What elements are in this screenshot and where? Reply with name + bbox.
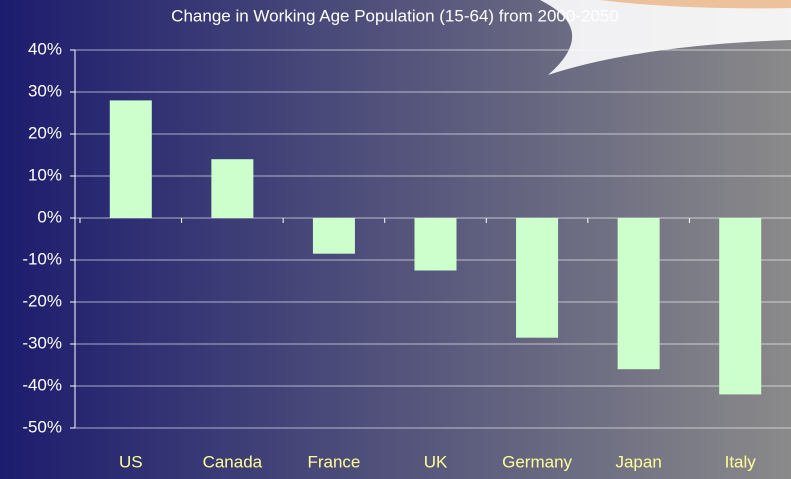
decoration	[540, 0, 791, 75]
y-tick-label: -10%	[22, 249, 62, 268]
decoration	[600, 0, 791, 9]
y-tick-label: -30%	[22, 333, 62, 352]
x-tick-label: US	[119, 452, 143, 471]
x-tick-label: Canada	[203, 452, 263, 471]
x-tick-label: Japan	[615, 452, 661, 471]
bar	[109, 100, 152, 218]
x-tick-label: Germany	[502, 452, 572, 471]
y-tick-label: -50%	[22, 417, 62, 436]
y-tick-label: 40%	[28, 39, 62, 58]
bar	[312, 218, 355, 254]
bar	[516, 218, 559, 338]
bar	[719, 218, 762, 395]
y-tick-label: -40%	[22, 375, 62, 394]
x-tick-label: France	[307, 452, 360, 471]
y-tick-label: 10%	[28, 165, 62, 184]
bar	[211, 159, 254, 218]
y-tick-label: 0%	[37, 207, 62, 226]
x-tick-label: UK	[424, 452, 448, 471]
chart-title: Change in Working Age Population (15-64)…	[171, 6, 619, 25]
y-tick-label: -20%	[22, 291, 62, 310]
bar	[617, 218, 660, 370]
x-tick-label: Italy	[725, 452, 757, 471]
bar	[414, 218, 457, 271]
y-tick-label: 20%	[28, 123, 62, 142]
y-tick-label: 30%	[28, 81, 62, 100]
